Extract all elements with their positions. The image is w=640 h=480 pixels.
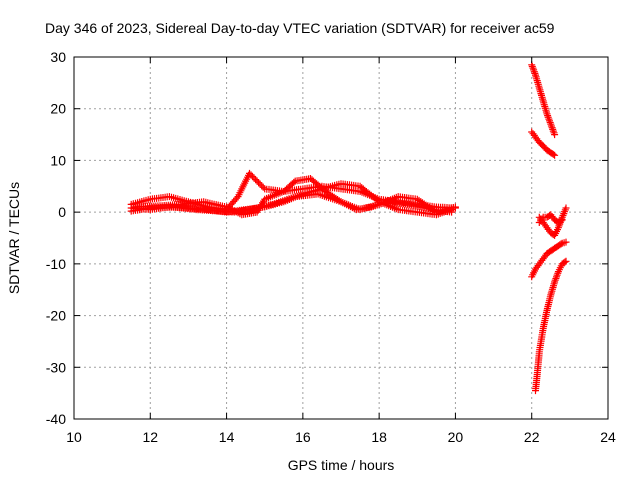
x-tick-label: 20	[448, 429, 464, 445]
x-tick-label: 12	[142, 429, 158, 445]
axis-ticks	[73, 56, 609, 420]
data-point	[551, 276, 559, 284]
chart-title: Day 346 of 2023, Sidereal Day-to-day VTE…	[45, 20, 555, 36]
data-point	[246, 169, 253, 177]
data-point	[250, 174, 258, 182]
data-point	[562, 204, 570, 212]
y-tick-label: 0	[58, 204, 66, 220]
data-points	[127, 61, 570, 395]
x-tick-label: 16	[295, 429, 311, 445]
data-point	[557, 240, 565, 248]
y-tick-label: -10	[46, 256, 66, 272]
series-track-4	[127, 190, 456, 216]
x-tick-label: 14	[219, 429, 235, 445]
y-tick-label: -30	[46, 359, 66, 375]
data-point	[562, 238, 570, 246]
data-point	[253, 177, 261, 185]
data-point	[258, 182, 266, 190]
data-point	[530, 68, 538, 76]
x-axis-label: GPS time / hours	[288, 457, 395, 473]
grid	[74, 57, 608, 419]
x-tick-label: 22	[524, 429, 540, 445]
data-point	[538, 215, 546, 223]
y-tick-label: -40	[46, 411, 66, 427]
y-tick-label: 10	[50, 152, 66, 168]
data-point	[249, 173, 256, 180]
series-track-6	[528, 128, 559, 159]
data-point	[547, 122, 555, 130]
y-tick-label: 30	[50, 49, 66, 65]
data-point	[448, 208, 456, 216]
y-tick-label: 20	[50, 101, 66, 117]
series-track-8	[535, 211, 566, 226]
data-point	[551, 131, 559, 139]
data-point	[252, 176, 260, 184]
x-tick-label: 10	[66, 429, 82, 445]
data-point	[549, 150, 557, 158]
tick-labels: 10 12 14 16 18 20 22 24 30 20 10 0 -10 -20 -30 -40	[46, 49, 616, 445]
plot-frame	[73, 56, 609, 420]
data-point	[562, 257, 570, 265]
y-axis-label: SDTVAR / TECUs	[6, 182, 22, 294]
y-tick-label: -20	[46, 308, 66, 324]
data-point	[558, 216, 566, 224]
data-point	[548, 124, 556, 132]
data-point	[544, 112, 552, 120]
data-point	[549, 127, 557, 135]
series-track-9	[528, 238, 570, 281]
data-point	[451, 203, 459, 211]
data-point	[551, 151, 559, 159]
data-point	[247, 171, 255, 179]
x-tick-label: 24	[600, 429, 616, 445]
x-tick-label: 18	[371, 429, 387, 445]
series-track-5	[528, 61, 559, 139]
data-point	[259, 183, 267, 191]
data-point	[561, 258, 569, 266]
data-point	[546, 117, 553, 125]
data-point	[290, 178, 298, 186]
data-point	[554, 269, 562, 277]
data-point	[256, 180, 264, 188]
data-point	[255, 179, 263, 187]
data-point	[528, 63, 536, 70]
series-track-10	[532, 257, 570, 395]
data-point	[557, 217, 565, 225]
